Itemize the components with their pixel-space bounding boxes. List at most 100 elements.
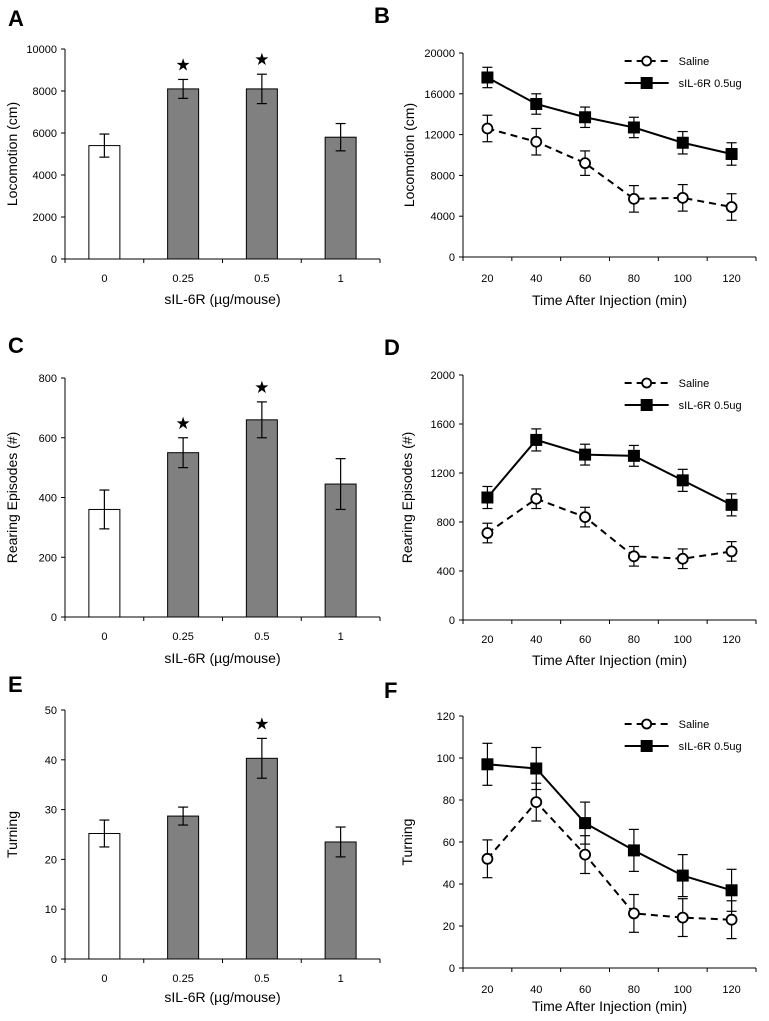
y-tick-label: 800	[437, 517, 455, 529]
y-tick-label: 20	[45, 854, 57, 866]
y-tick-label: 60	[443, 837, 455, 849]
data-point	[627, 121, 640, 134]
x-tick-label: 20	[481, 634, 493, 646]
y-tick-label: 1200	[431, 468, 455, 480]
x-tick-label: 0.25	[172, 631, 193, 643]
data-point	[627, 449, 640, 462]
data-point	[725, 545, 738, 558]
panel-c: C 0 200 400 600 800 sIL-6R (µg/mouse) Rearing E…	[4, 333, 381, 666]
bar	[88, 833, 121, 960]
x-tick-label: 60	[579, 984, 591, 996]
data-point	[627, 844, 640, 857]
x-tick-label: 40	[530, 984, 542, 996]
y-tick-label: 4000	[33, 170, 57, 182]
data-point	[725, 201, 738, 213]
x-tick-label: 60	[579, 273, 591, 285]
legend-label: sIL-6R 0.5ug	[679, 78, 742, 90]
y-tick-label: 16000	[424, 89, 455, 101]
data-point	[481, 852, 494, 865]
y-tick-label: 0	[449, 615, 455, 627]
bar	[167, 88, 200, 260]
y-tick-label: 400	[39, 493, 57, 505]
y-tick-label: 40	[443, 879, 455, 891]
x-tick-label: 100	[674, 984, 692, 996]
significance-star: ★	[254, 50, 269, 69]
series-line	[487, 127, 732, 209]
x-tick-label: 80	[628, 634, 640, 646]
data-point	[725, 147, 738, 160]
x-tick-label: 20	[481, 984, 493, 996]
x-tick-label: 120	[722, 634, 740, 646]
series-sil6r	[481, 742, 738, 912]
x-axis-label: sIL-6R (µg/mouse)	[164, 650, 280, 666]
legend: Saline sIL-6R 0.5ug	[624, 718, 742, 753]
legend-label: Saline	[679, 378, 710, 390]
x-axis-label: sIL-6R (µg/mouse)	[164, 989, 280, 1005]
x-axis-label: sIL-6R (µg/mouse)	[164, 291, 280, 307]
significance-star: ★	[254, 378, 269, 397]
x-tick-label: 1	[338, 631, 344, 643]
legend-marker	[641, 377, 653, 389]
data-point	[481, 122, 494, 135]
data-point	[530, 796, 543, 808]
series-line	[486, 800, 732, 921]
x-tick-label: 100	[674, 634, 692, 646]
series-line	[486, 497, 732, 560]
data-point	[676, 911, 689, 924]
x-axis-label: Time After Injection (min)	[532, 652, 687, 668]
x-tick-label: 0.5	[254, 631, 269, 643]
panel-e: E 0 10 20 30 40 50 sIL-6R (µg/mouse) Turning 0 0.2…	[4, 672, 381, 1005]
data-point	[579, 817, 592, 830]
y-tick-label: 10	[45, 904, 57, 916]
y-tick-label: 80	[443, 795, 455, 807]
y-tick-label: 12000	[424, 130, 455, 142]
y-tick-label: 1600	[431, 419, 455, 431]
bar	[88, 145, 121, 260]
y-tick-label: 400	[437, 566, 455, 578]
data-point	[628, 907, 640, 920]
panel-f: F 0 20 40 60 80 100 120 Time After Injection (mi…	[384, 678, 757, 1014]
bar	[245, 88, 278, 260]
x-tick-label: 0.25	[172, 973, 193, 985]
panel-letter: F	[384, 678, 397, 703]
data-point	[676, 869, 689, 882]
data-point	[530, 98, 543, 110]
data-point	[579, 448, 592, 461]
y-tick-label: 120	[437, 711, 455, 723]
x-tick-label: 0.25	[172, 273, 193, 285]
data-point	[676, 474, 689, 487]
y-tick-label: 20	[443, 921, 455, 933]
x-tick-label: 60	[579, 634, 591, 646]
x-tick-label: 80	[628, 984, 640, 996]
series-line	[487, 763, 732, 892]
x-tick-label: 0.5	[254, 273, 269, 285]
data-point	[579, 157, 591, 170]
series-saline	[481, 488, 738, 570]
legend: Saline sIL-6R 0.5ug	[624, 55, 742, 90]
y-tick-label: 6000	[33, 128, 57, 140]
y-tick-label: 30	[45, 805, 57, 817]
significance-star: ★	[254, 714, 269, 733]
series-sil6r	[481, 428, 738, 517]
data-point	[530, 762, 543, 775]
legend-label: Saline	[679, 719, 710, 731]
series-saline	[481, 782, 738, 940]
data-point	[628, 550, 640, 563]
bar	[167, 815, 200, 960]
x-axis-label: Time After Injection (min)	[532, 292, 687, 308]
bar	[245, 757, 278, 960]
y-axis-label: Locomotion (cm)	[401, 103, 417, 207]
y-tick-label: 20000	[424, 48, 455, 60]
x-tick-label: 120	[722, 273, 740, 285]
x-tick-label: 0	[101, 631, 107, 643]
significance-star: ★	[176, 414, 191, 433]
data-point	[725, 884, 738, 897]
x-tick-label: 0	[101, 973, 107, 985]
y-axis-label: Locomotion (cm)	[4, 102, 20, 206]
x-tick-label: 0.5	[254, 973, 269, 985]
panel-letter: C	[8, 333, 24, 358]
x-tick-label: 120	[722, 984, 740, 996]
y-tick-label: 8000	[431, 170, 455, 182]
data-point	[530, 492, 543, 505]
data-point	[676, 552, 689, 565]
